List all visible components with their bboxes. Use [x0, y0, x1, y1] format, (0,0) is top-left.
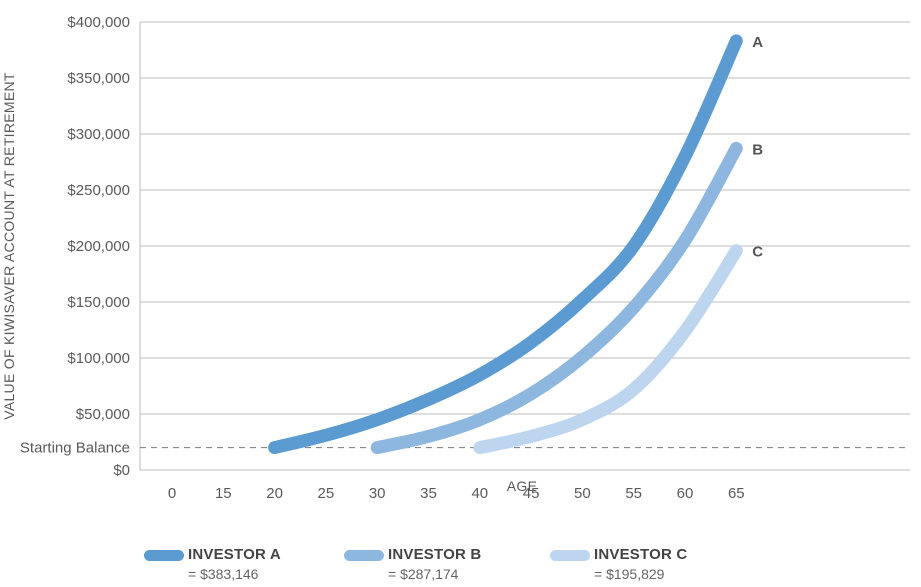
end-label-investor-c: C	[752, 244, 763, 261]
chart: $0 $50,000 $100,000 $150,000 $200,000 $250,00…	[1, 14, 910, 500]
x-tick-label: 60	[677, 485, 694, 500]
x-tick-label: 55	[625, 485, 642, 500]
x-tick-label: 25	[318, 485, 335, 500]
series-line-investor-c	[473, 244, 743, 455]
x-tick-label: 35	[420, 485, 437, 500]
y-tick-label: $200,000	[67, 238, 130, 255]
legend-value-investor-c: = $195,829	[594, 566, 665, 582]
x-tick-label: 45	[523, 485, 540, 500]
legend-label-investor-a: INVESTOR A	[188, 546, 281, 563]
series-line-investor-b	[370, 141, 743, 455]
y-tick-label: $300,000	[67, 126, 130, 143]
x-tick-label: 30	[369, 485, 386, 500]
series-end-labels: A B C	[752, 34, 763, 261]
legend-swatch-investor-a	[144, 550, 184, 561]
legend-label-investor-b: INVESTOR B	[388, 546, 482, 563]
y-axis-title: VALUE OF KIWISAVER ACCOUNT AT RETIREMENT	[1, 72, 17, 420]
x-tick-label: 65	[728, 485, 745, 500]
legend-swatch-investor-b	[344, 550, 384, 561]
series-lines	[268, 34, 743, 455]
y-tick-label: $150,000	[67, 294, 130, 311]
x-tick-label: 0	[168, 485, 176, 500]
end-label-investor-b: B	[752, 141, 763, 158]
end-label-investor-a: A	[752, 34, 763, 51]
legend-value-investor-b: = $287,174	[388, 566, 459, 582]
x-tick-label: 50	[574, 485, 591, 500]
series-line-investor-a	[268, 34, 743, 455]
y-tick-label: $0	[113, 462, 130, 479]
starting-balance-label: Starting Balance	[20, 440, 130, 457]
legend: INVESTOR A = $383,146 INVESTOR B = $287,…	[0, 500, 921, 587]
x-tick-label: 15	[215, 485, 232, 500]
legend-label-investor-c: INVESTOR C	[594, 546, 688, 563]
x-tick-label: 40	[471, 485, 488, 500]
grid-lines	[139, 21, 910, 471]
x-axis-title: AGE	[507, 478, 537, 494]
legend-value-investor-a: = $383,146	[188, 566, 259, 582]
x-axis-ticks: 0 15 20 25 30 35 40 45 50 55 60 65	[168, 485, 745, 500]
legend-swatch-investor-c	[550, 550, 590, 561]
y-tick-label: $250,000	[67, 182, 130, 199]
y-tick-label: $50,000	[76, 406, 130, 423]
y-tick-label: $400,000	[67, 14, 130, 31]
y-tick-label: $350,000	[67, 70, 130, 87]
x-tick-label: 20	[266, 485, 283, 500]
starting-balance-reference: Starting Balance	[20, 440, 910, 457]
y-axis-ticks: $0 $50,000 $100,000 $150,000 $200,000 $250,00…	[67, 14, 130, 479]
y-tick-label: $100,000	[67, 350, 130, 367]
